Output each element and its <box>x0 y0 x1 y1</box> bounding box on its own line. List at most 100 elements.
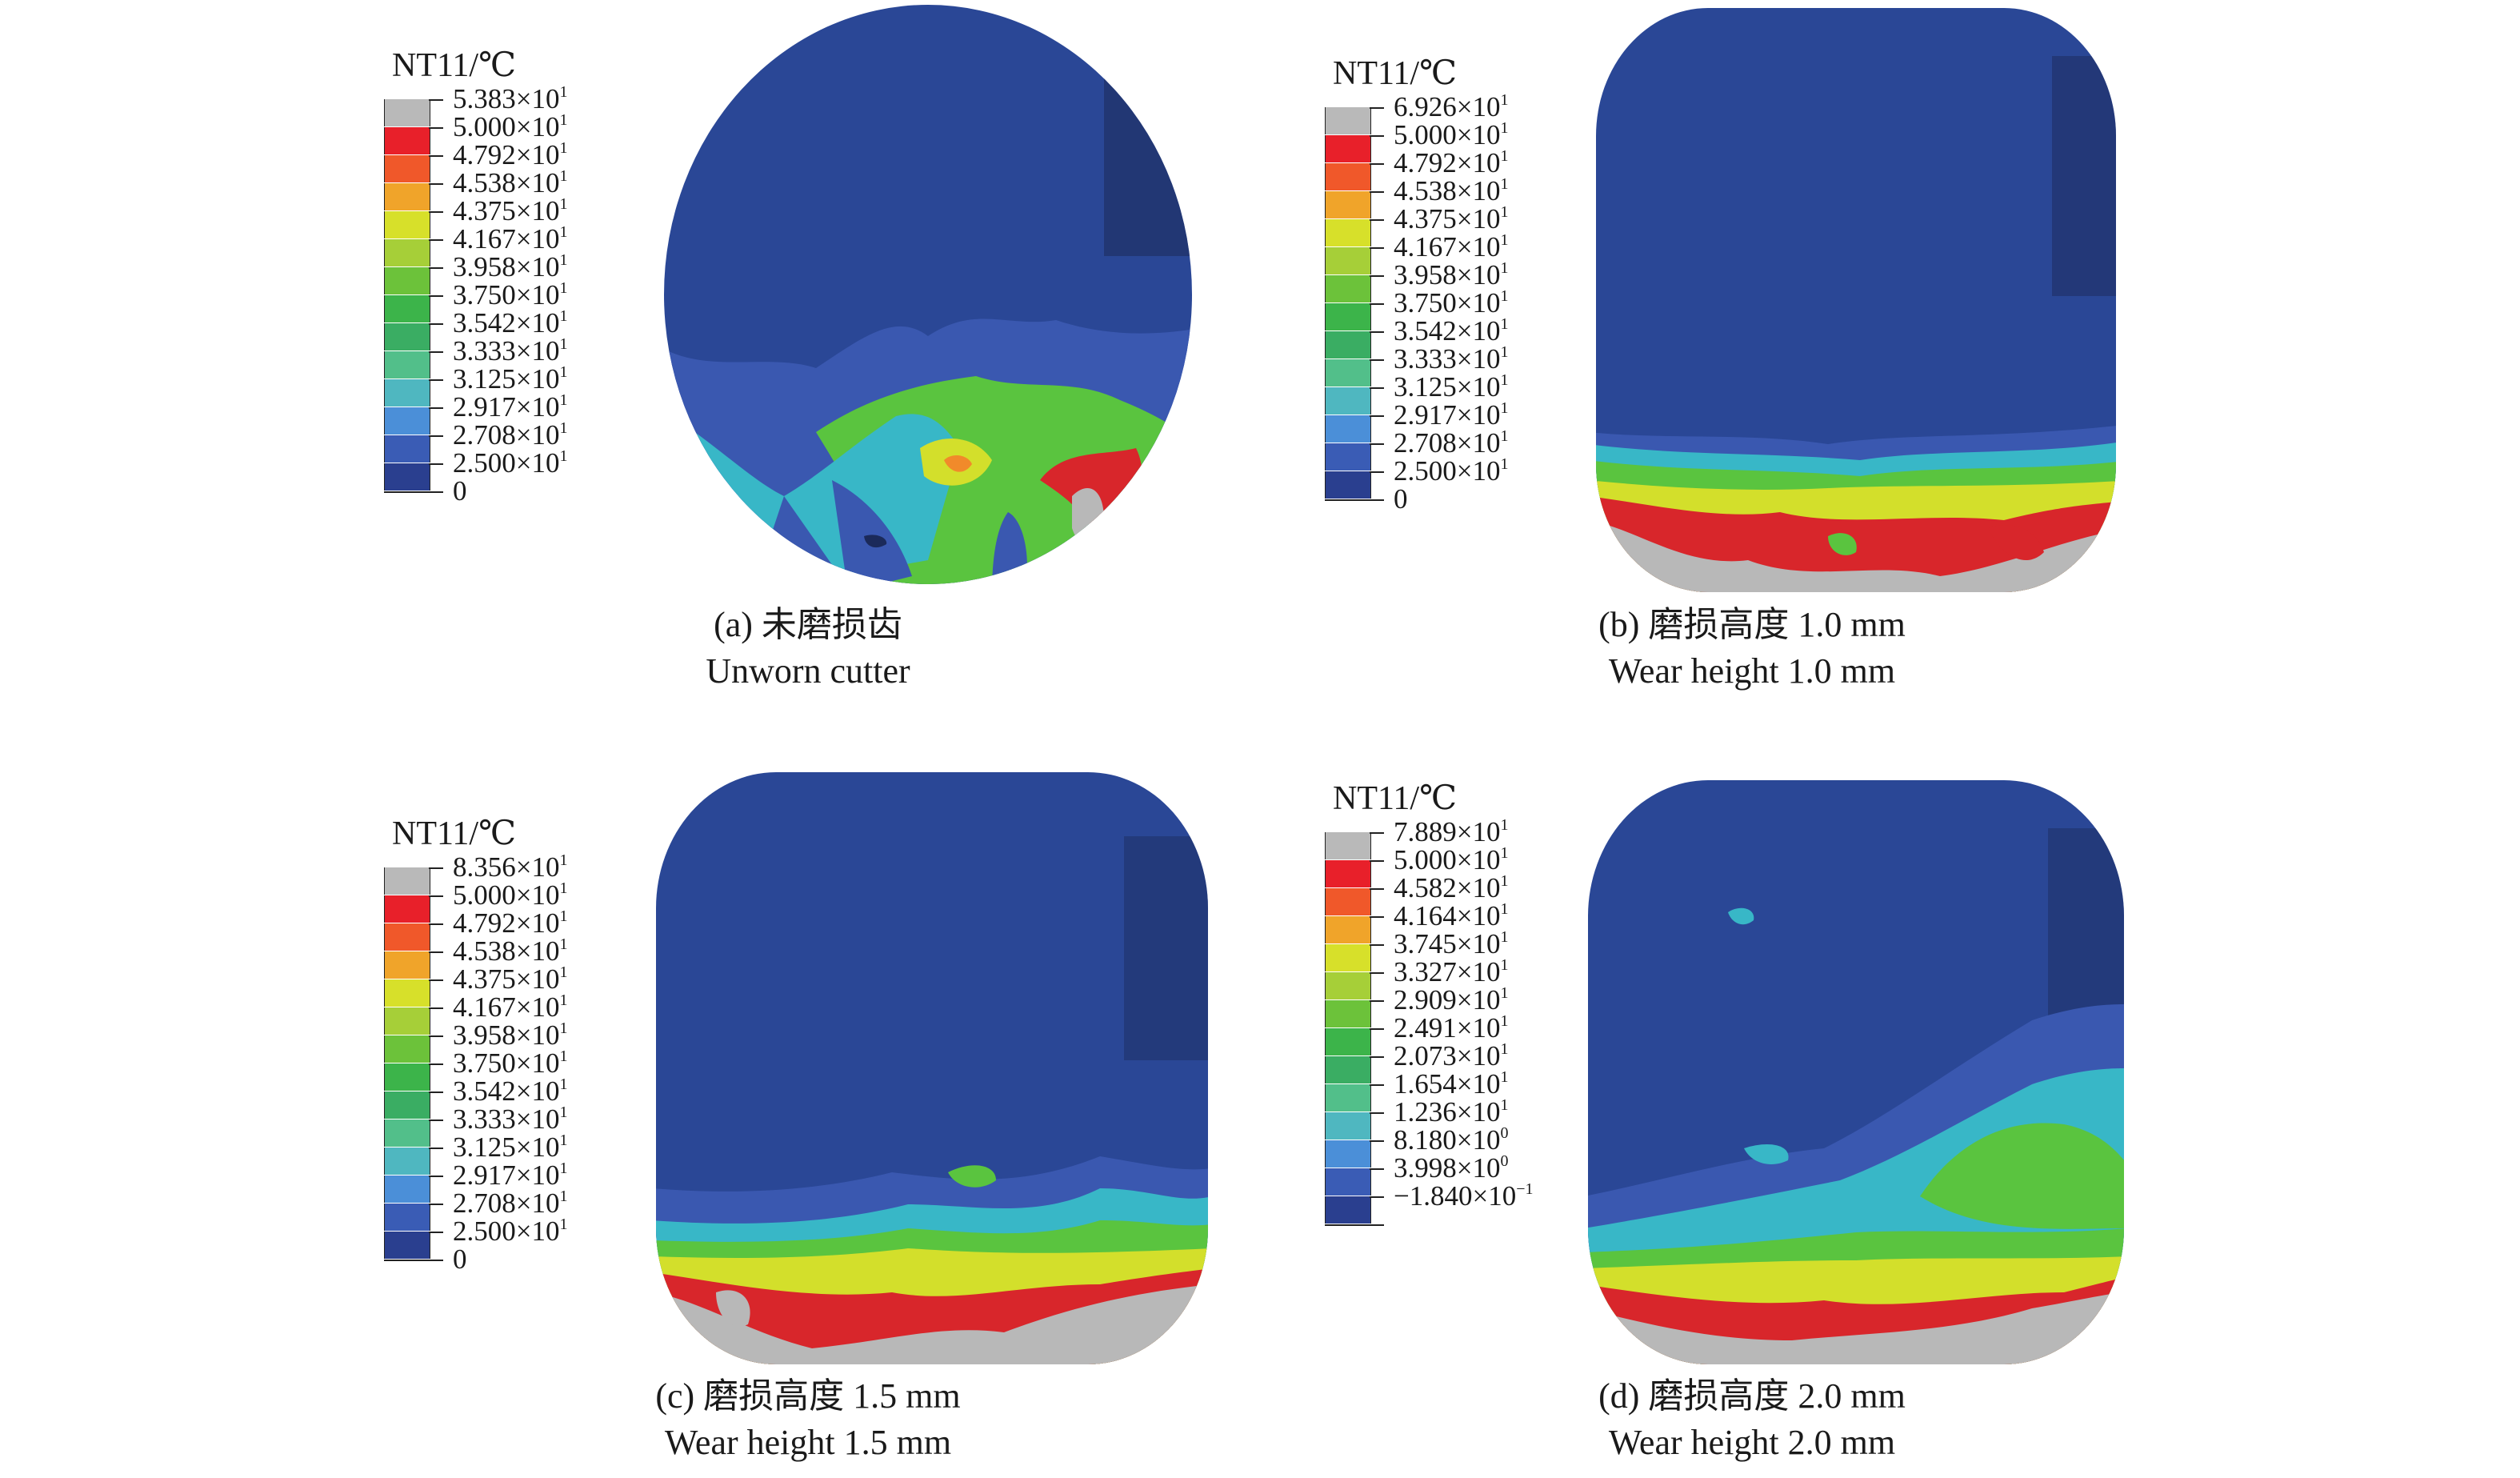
legend-label: 2.708×101 <box>453 1188 568 1219</box>
legend-title: NT11/℃ <box>392 47 517 84</box>
legend-tick <box>429 1035 443 1037</box>
legend-swatch <box>384 491 430 493</box>
legend-tick <box>429 99 443 101</box>
legend-label: 3.125×101 <box>453 363 568 395</box>
legend-label: 6.926×101 <box>1394 91 1509 122</box>
legend-label: 4.167×101 <box>453 991 568 1023</box>
legend-tick <box>1370 944 1384 946</box>
legend-label: 5.000×101 <box>1394 844 1509 875</box>
legend-swatch <box>384 435 430 463</box>
legend-label: 2.500×101 <box>453 447 568 479</box>
caption-b: (b) 磨损高度 1.0 mm Wear height 1.0 mm <box>1504 602 2000 695</box>
legend-swatch <box>1325 359 1371 387</box>
legend-swatch <box>384 1232 430 1259</box>
legend-tick <box>1370 1196 1384 1198</box>
legend-label: 4.582×101 <box>1394 872 1509 903</box>
legend-tick <box>1370 191 1384 193</box>
legend-tick <box>429 1204 443 1205</box>
caption-cn: (a) 未磨损齿 <box>714 605 902 644</box>
legend-label: 5.383×101 <box>453 83 568 114</box>
legend-swatch <box>1325 387 1371 415</box>
legend-tick <box>1370 1140 1384 1142</box>
legend-swatch <box>1325 471 1371 499</box>
legend-tick <box>429 463 443 465</box>
legend-swatch <box>384 267 430 294</box>
legend-tick <box>429 435 443 437</box>
legend-tick <box>429 1063 443 1065</box>
legend-swatch <box>384 351 430 379</box>
legend-swatch <box>1325 1196 1371 1224</box>
legend-swatch <box>384 1176 430 1203</box>
legend-tick <box>1370 1168 1384 1170</box>
legend-label: 2.917×101 <box>453 1160 568 1191</box>
legend-tick <box>1370 471 1384 473</box>
legend-label: 3.333×101 <box>1394 343 1509 375</box>
legend-tick <box>1370 1000 1384 1002</box>
legend-swatch <box>384 211 430 238</box>
legend-tick <box>1370 387 1384 389</box>
caption-cn: (b) 磨损高度 1.0 mm <box>1598 605 1906 644</box>
legend-label: 2.708×101 <box>1394 427 1509 459</box>
legend-swatch <box>384 127 430 154</box>
legend-label: 5.000×101 <box>453 111 568 142</box>
legend-tick <box>429 211 443 213</box>
legend-tick <box>429 183 443 185</box>
legend-label: 0 <box>453 475 467 507</box>
legend-label: 3.125×101 <box>1394 371 1509 403</box>
legend-tick <box>1370 860 1384 862</box>
legend-label: 1.654×101 <box>1394 1068 1509 1099</box>
legend-label: 3.745×101 <box>1394 928 1509 959</box>
legend-tick <box>1370 275 1384 277</box>
legend-swatch <box>1325 888 1371 915</box>
legend-swatch <box>384 1120 430 1147</box>
legend-swatch <box>384 1007 430 1035</box>
legend-label: 0 <box>453 1244 467 1275</box>
legend-swatch <box>384 155 430 182</box>
caption-en: Unworn cutter <box>706 651 910 691</box>
legend-swatch <box>1325 219 1371 246</box>
caption-a: (a) 未磨损齿 Unworn cutter <box>560 602 1056 695</box>
legend-swatch <box>1325 832 1371 859</box>
legend-tick <box>1370 303 1384 305</box>
legend-swatch <box>384 1148 430 1175</box>
caption-cn: (d) 磨损高度 2.0 mm <box>1598 1376 1906 1416</box>
legend-swatch <box>384 1063 430 1091</box>
legend-tick <box>1370 972 1384 974</box>
legend-swatch <box>1325 275 1371 302</box>
caption-d: (d) 磨损高度 2.0 mm Wear height 2.0 mm <box>1504 1373 2000 1466</box>
legend-label: 4.538×101 <box>453 167 568 198</box>
contour-plot-b <box>1596 8 2116 592</box>
legend-tick <box>429 895 443 897</box>
legend-tick <box>429 491 443 493</box>
legend-label: 2.909×101 <box>1394 984 1509 1015</box>
legend-swatch <box>384 867 430 895</box>
legend-label: 3.750×101 <box>453 1047 568 1079</box>
legend-tick <box>429 923 443 925</box>
legend-tick <box>1370 247 1384 249</box>
legend-tick <box>1370 1224 1384 1226</box>
legend-label: 5.000×101 <box>1394 119 1509 150</box>
legend-label: 7.889×101 <box>1394 816 1509 847</box>
legend-tick <box>429 379 443 381</box>
legend-swatch <box>384 183 430 210</box>
legend-tick <box>429 1232 443 1233</box>
legend-label: 4.167×101 <box>1394 231 1509 262</box>
legend-tick <box>1370 1112 1384 1114</box>
legend-tick <box>1370 1056 1384 1058</box>
legend-swatch <box>1325 1000 1371 1027</box>
legend-tick <box>429 127 443 129</box>
legend-swatch <box>384 463 430 491</box>
legend-swatch <box>384 979 430 1007</box>
legend-swatch <box>384 1091 430 1119</box>
legend-swatch <box>384 99 430 126</box>
legend-label: 3.750×101 <box>453 279 568 310</box>
legend-swatch <box>384 951 430 979</box>
legend-swatch <box>384 323 430 350</box>
legend-label: 4.792×101 <box>1394 147 1509 178</box>
legend-tick <box>1370 415 1384 417</box>
legend-label: 2.491×101 <box>1394 1012 1509 1043</box>
legend-label: 3.125×101 <box>453 1132 568 1163</box>
legend-label: 2.500×101 <box>1394 455 1509 487</box>
legend-tick <box>429 323 443 325</box>
legend-tick <box>429 295 443 297</box>
